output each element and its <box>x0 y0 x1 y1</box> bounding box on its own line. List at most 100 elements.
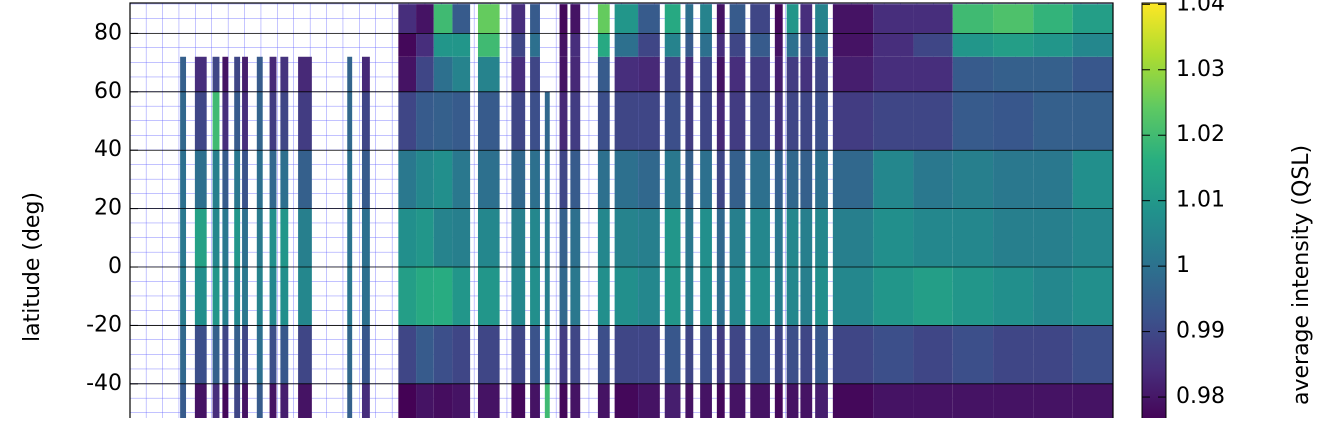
heatmap-cell <box>256 208 263 268</box>
heatmap-cell <box>1072 267 1113 326</box>
y-axis-label: latitude (deg) <box>20 192 45 342</box>
heatmap-cell <box>559 383 568 418</box>
heatmap-cell <box>256 383 263 418</box>
heatmap-cell <box>433 33 453 57</box>
heatmap-cell <box>729 33 746 57</box>
heatmap-cell <box>664 4 681 34</box>
heatmap-cell <box>832 208 874 268</box>
heatmap-cell <box>416 33 434 57</box>
heatmap-cell <box>280 150 289 209</box>
heatmap-cell <box>194 91 207 151</box>
heatmap-cell <box>416 56 434 92</box>
heatmap-cell <box>597 383 610 418</box>
heatmap-cell <box>298 150 312 209</box>
major-grid <box>130 33 1113 385</box>
heatmap-cell <box>815 4 828 34</box>
heatmap-cell <box>242 383 248 418</box>
heatmap-cell <box>700 56 712 92</box>
heatmap-cell <box>614 150 639 209</box>
heatmap-cell <box>597 325 610 384</box>
heatmap-cell <box>180 383 187 418</box>
heatmap-cell <box>256 56 263 92</box>
heatmap-cell <box>800 208 813 268</box>
heatmap-cell <box>873 267 914 326</box>
heatmap-cell <box>452 383 471 418</box>
heatmap-cell <box>952 33 994 57</box>
heatmap-cell <box>614 56 639 92</box>
y-tick-label: 20 <box>94 196 122 221</box>
heatmap-cell <box>416 91 434 151</box>
heatmap-cell <box>913 91 953 151</box>
heatmap-cell <box>269 56 277 92</box>
heatmap-cell <box>298 383 312 418</box>
heatmap-cell <box>398 383 417 418</box>
heatmap-cell <box>952 383 994 418</box>
heatmap-cell <box>544 267 550 326</box>
heatmap-cell <box>786 383 799 418</box>
heatmap-cell <box>1072 150 1113 209</box>
heatmap-cell <box>234 91 241 151</box>
heatmap-cell <box>774 56 783 92</box>
heatmap-cell <box>716 56 725 92</box>
heatmap-cell <box>280 91 289 151</box>
heatmap-cell <box>433 267 453 326</box>
heatmap-cell <box>614 208 639 268</box>
heatmap-cell <box>700 208 712 268</box>
heatmap-cell <box>597 56 610 92</box>
heatmap-cell <box>750 4 770 34</box>
heatmap-cell <box>269 208 277 268</box>
heatmap-cell <box>222 267 229 326</box>
heatmap-cell <box>597 208 610 268</box>
heatmap-cell <box>597 33 610 57</box>
heatmap-cell <box>800 56 813 92</box>
heatmap-cell <box>716 91 725 151</box>
heatmap-cell <box>433 208 453 268</box>
heatmap-cell <box>873 4 914 34</box>
heatmap-cell <box>1033 56 1073 92</box>
heatmap-cell <box>664 383 681 418</box>
heatmap-cell <box>530 325 540 384</box>
heatmap-cell <box>1072 56 1113 92</box>
heatmap-cell <box>280 56 289 92</box>
heatmap-cell <box>614 91 639 151</box>
heatmap-cell <box>700 383 712 418</box>
heatmap-cell <box>774 267 783 326</box>
heatmap-cell <box>832 383 874 418</box>
heatmap-cell <box>212 150 220 209</box>
heatmap-cell <box>614 267 639 326</box>
colorbar-tick-label: 1 <box>1176 253 1190 278</box>
heatmap-cell <box>544 91 550 151</box>
heatmap-cell <box>800 267 813 326</box>
heatmap-cell <box>774 150 783 209</box>
heatmap-cell <box>194 208 207 268</box>
heatmap-cell <box>774 325 783 384</box>
heatmap-cell <box>873 91 914 151</box>
heatmap-cell <box>638 33 660 57</box>
heatmap-cell <box>873 383 914 418</box>
heatmap-cell <box>347 56 353 92</box>
heatmap-cell <box>433 383 453 418</box>
heatmap-cell <box>750 325 770 384</box>
heatmap-cell <box>570 33 581 57</box>
heatmap-cell <box>530 383 540 418</box>
heatmap-cell <box>913 325 953 384</box>
heatmap-cell <box>180 325 187 384</box>
heatmap-cell <box>993 267 1034 326</box>
heatmap-cell <box>452 325 471 384</box>
heatmap-cell <box>242 325 248 384</box>
heatmap-cell <box>222 91 229 151</box>
heatmap-cell <box>559 56 568 92</box>
heatmap-cell <box>815 33 828 57</box>
heatmap-cell <box>180 208 187 268</box>
heatmap-cell <box>700 91 712 151</box>
heatmap-cell <box>511 267 526 326</box>
heatmap-cell <box>477 383 500 418</box>
heatmap-cell <box>180 56 187 92</box>
heatmap-cell <box>716 383 725 418</box>
heatmap-cell <box>729 91 746 151</box>
heatmap-cell <box>729 150 746 209</box>
heatmap-cell <box>361 208 370 268</box>
heatmap-cell <box>664 267 681 326</box>
heatmap-cell <box>347 325 353 384</box>
heatmap-cell <box>638 91 660 151</box>
